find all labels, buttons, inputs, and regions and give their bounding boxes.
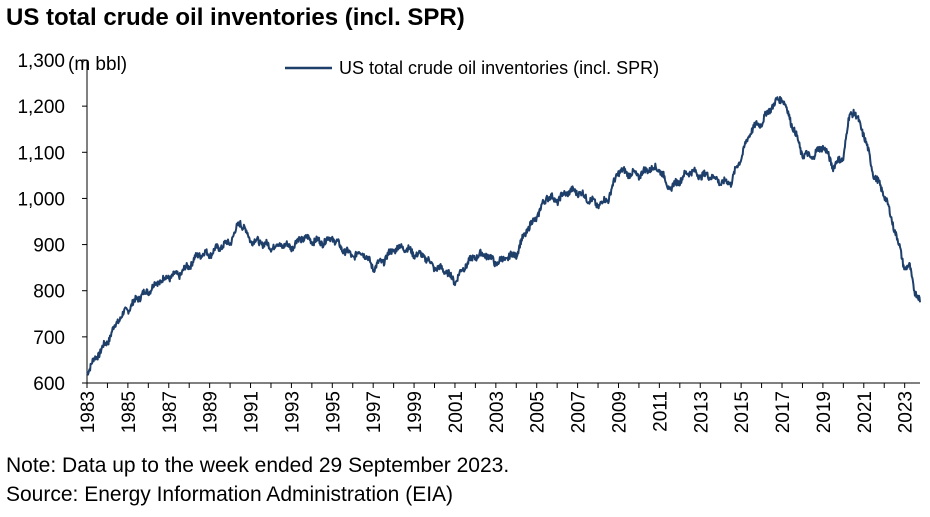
x-tick-label: 1987 xyxy=(160,391,181,433)
x-tick-label: 1991 xyxy=(242,391,263,433)
y-tick-label: 900 xyxy=(33,236,65,257)
x-tick-label: 2023 xyxy=(896,391,917,433)
y-tick-label: 1,100 xyxy=(17,143,65,164)
footnote: Note: Data up to the week ended 29 Septe… xyxy=(6,454,510,477)
x-tick-label: 2021 xyxy=(855,391,876,433)
x-tick-label: 2011 xyxy=(650,391,671,432)
x-tick-label: 2003 xyxy=(487,391,508,433)
chart-axes: 600 700 800 900 1,000 1,100 1,200 1,300 1983 1985… xyxy=(17,51,920,433)
x-tick-label: 1999 xyxy=(405,391,426,433)
x-tick-label: 2005 xyxy=(528,391,549,433)
y-tick-label: 1,200 xyxy=(17,97,65,118)
x-tick-label: 2015 xyxy=(732,391,753,433)
y-axis-unit-label: (m bbl) xyxy=(68,54,127,75)
legend-label: US total crude oil inventories (incl. SP… xyxy=(339,58,659,78)
x-tick-label: 2017 xyxy=(773,391,794,433)
y-tick-label: 800 xyxy=(33,282,65,303)
x-tick-label: 2001 xyxy=(446,391,467,433)
x-tick-label: 1995 xyxy=(323,391,344,433)
y-tick-label: 600 xyxy=(33,374,65,395)
y-tick-label: 700 xyxy=(33,328,65,349)
x-tick-label: 1985 xyxy=(119,391,140,433)
source-note: Source: Energy Information Administratio… xyxy=(6,483,454,506)
x-tick-label: 1997 xyxy=(364,391,385,433)
line-chart: 600 700 800 900 1,000 1,100 1,200 1,300 1983 1985… xyxy=(17,51,921,433)
x-tick-label: 2019 xyxy=(814,391,835,433)
x-tick-label: 1993 xyxy=(282,391,303,433)
x-tick-label: 2013 xyxy=(691,391,712,433)
x-tick-label: 1989 xyxy=(201,391,222,433)
y-tick-label: 1,300 xyxy=(17,51,65,72)
x-tick-label: 2007 xyxy=(569,391,590,433)
chart-legend: US total crude oil inventories (incl. SP… xyxy=(285,58,659,78)
series-line-crude-inventories xyxy=(86,95,921,376)
chart-title: US total crude oil inventories (incl. SP… xyxy=(6,4,465,31)
plot-area xyxy=(86,95,921,376)
x-tick-label: 1983 xyxy=(78,391,99,433)
x-tick-label: 2009 xyxy=(609,391,630,433)
y-tick-label: 1,000 xyxy=(17,189,65,210)
